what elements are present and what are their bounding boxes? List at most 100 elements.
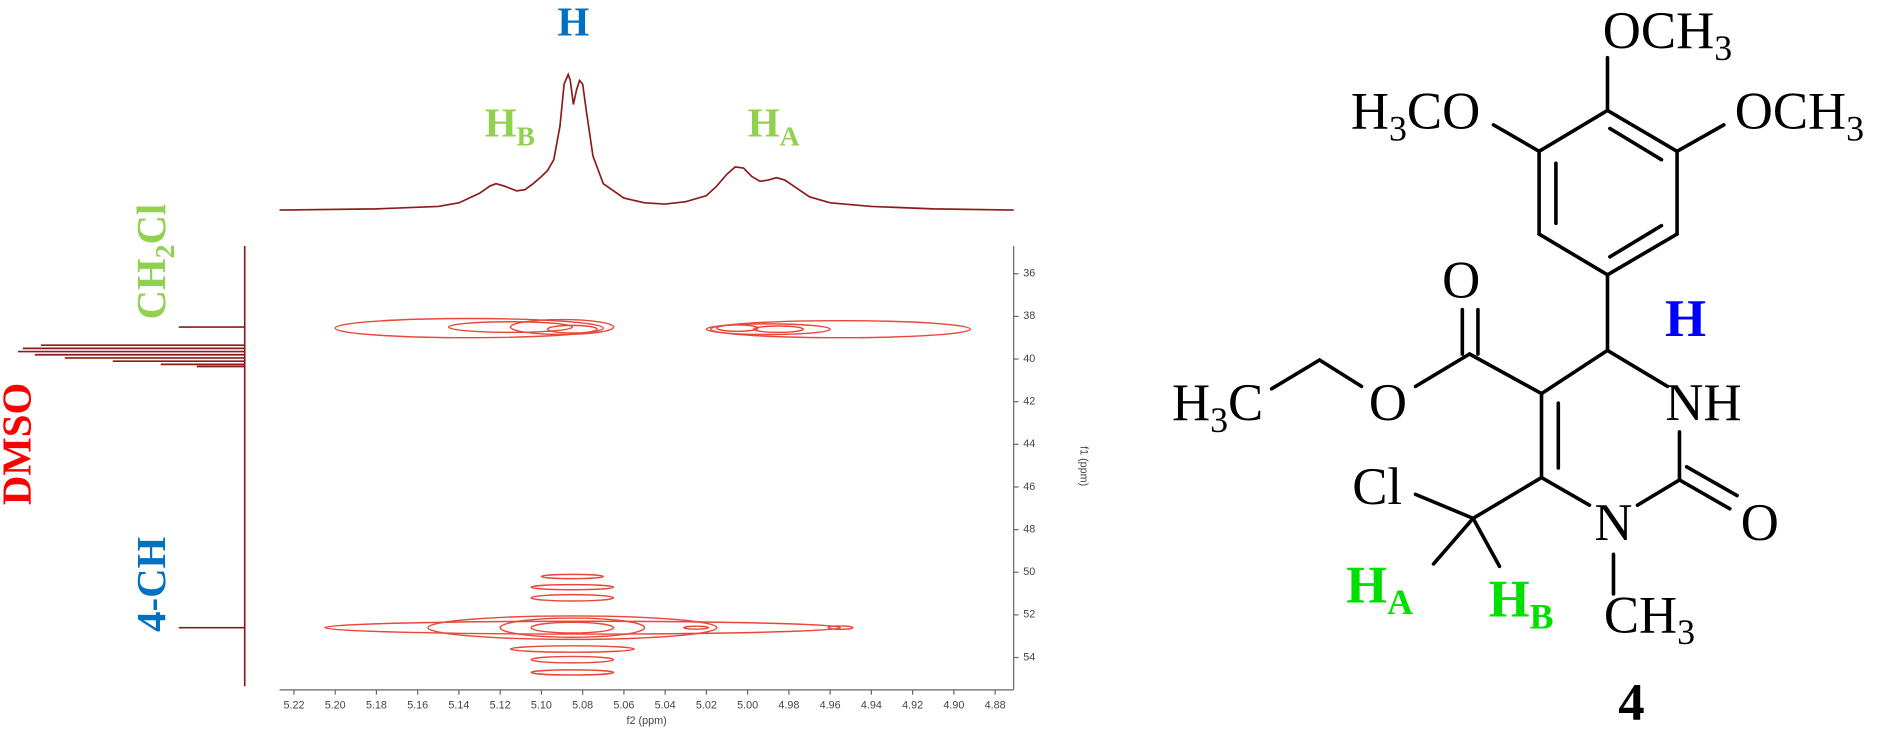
annotation-after: Cl: [129, 204, 174, 245]
x-tick-label: 5.04: [655, 699, 676, 711]
x-tick-label: 5.14: [448, 699, 469, 711]
bond: [1467, 352, 1544, 396]
atom-label: HA: [1346, 556, 1413, 622]
atom-label: O: [1741, 494, 1779, 552]
atom-label: HB: [1489, 571, 1554, 637]
bond: [1317, 358, 1364, 389]
contour: [682, 625, 710, 630]
y-tick-label: 40: [1023, 353, 1035, 365]
y-tick-label: 48: [1023, 523, 1035, 535]
bond: [1684, 464, 1739, 498]
x-tick-label: 5.12: [490, 699, 511, 711]
atom-label: N: [1594, 494, 1632, 552]
atom-label: Cl: [1352, 458, 1402, 516]
contour: [715, 324, 759, 333]
compound-number: 4: [1618, 674, 1644, 732]
y-tick-label: 54: [1023, 651, 1035, 663]
contour: [447, 321, 574, 334]
atom-label-text: H: [1346, 556, 1387, 614]
atom-label: OCH3: [1603, 2, 1732, 68]
annotation-text: H: [748, 101, 780, 146]
annotation: DMSO: [0, 383, 40, 505]
atom-label-text: OCH: [1735, 83, 1846, 141]
atom-label-text: N: [1594, 494, 1632, 552]
annotation-text: H: [485, 101, 517, 146]
bond: [1605, 232, 1679, 277]
atom-label-text: O: [1741, 494, 1779, 552]
atom-label-sub: A: [1387, 582, 1413, 622]
atom-label: NH: [1665, 374, 1741, 432]
atom-label-text: CH: [1604, 586, 1677, 644]
x-tick-label: 5.10: [531, 699, 552, 711]
x-tick-label: 4.90: [943, 699, 964, 711]
atom-label: CH3: [1604, 586, 1695, 652]
contour: [530, 655, 615, 664]
contour: [827, 625, 854, 631]
annotation-sub: B: [516, 121, 534, 152]
atom-label-text: O: [1369, 374, 1407, 432]
atom-label-text: NH: [1665, 374, 1741, 432]
annotation: 4-CH: [129, 536, 174, 631]
structure-bonds: [1269, 55, 1739, 596]
bond: [1608, 126, 1664, 162]
contour: [546, 324, 598, 334]
atom-label: O: [1369, 374, 1407, 432]
contour: [753, 325, 805, 334]
annotation: H: [558, 0, 590, 45]
bond: [1675, 123, 1726, 154]
annotation: CH2Cl: [129, 204, 180, 320]
atom-label-sub: B: [1530, 597, 1554, 637]
contour: [530, 669, 615, 676]
annotation-sub: A: [780, 121, 800, 152]
y-tick-label: 50: [1023, 566, 1035, 578]
y-tick-label: 52: [1023, 609, 1035, 621]
annotation: HB: [485, 101, 535, 152]
bond: [1413, 492, 1475, 521]
bond: [1471, 475, 1544, 521]
y-tick-label: 38: [1023, 310, 1035, 322]
y-axis-label: f1 (ppm): [1077, 446, 1089, 486]
bond: [1605, 348, 1670, 389]
bond: [1677, 478, 1732, 511]
atom-label: H3C: [1172, 374, 1263, 440]
y-tick-label: 42: [1023, 396, 1035, 408]
bond: [1269, 358, 1322, 391]
annotation: HA: [748, 101, 800, 152]
atom-label-after: CO: [1407, 83, 1480, 141]
atom-label: H3CO: [1351, 83, 1480, 149]
contour: [530, 621, 615, 634]
x-tick-label: 5.08: [572, 699, 593, 711]
bond: [1491, 123, 1541, 154]
atom-label-sub: 3: [1389, 109, 1407, 149]
x-tick-label: 5.18: [366, 699, 387, 711]
y-tick-label: 36: [1023, 268, 1035, 280]
x-tick-label: 5.00: [737, 699, 758, 711]
y-tick-label: 46: [1023, 481, 1035, 493]
contour: [509, 645, 635, 653]
atom-label-sub: 3: [1846, 109, 1864, 149]
f2-projection: [279, 72, 1014, 211]
contour: [334, 317, 605, 339]
x-tick-label: 4.92: [902, 699, 923, 711]
bond: [1413, 352, 1472, 389]
contour: [324, 620, 842, 635]
x-tick-label: 4.96: [820, 699, 841, 711]
contour: [530, 593, 615, 602]
x-tick-label: 4.88: [985, 699, 1006, 711]
annotation-text: H: [558, 0, 590, 45]
atom-label-after: C: [1228, 374, 1263, 432]
atom-label-sub: 3: [1677, 612, 1695, 652]
atom-label-sub: 3: [1210, 400, 1228, 440]
x-tick-label: 5.16: [407, 699, 428, 711]
atom-label-text: H: [1665, 290, 1706, 348]
x-axis-label: f2 (ppm): [627, 715, 667, 727]
annotation-sub: 2: [150, 245, 181, 259]
bond: [1635, 478, 1682, 507]
contour: [509, 318, 615, 336]
bond: [1539, 348, 1610, 396]
x-tick-label: 4.94: [861, 699, 882, 711]
contour: [427, 615, 718, 641]
annotation-text: 4-CH: [129, 536, 174, 631]
